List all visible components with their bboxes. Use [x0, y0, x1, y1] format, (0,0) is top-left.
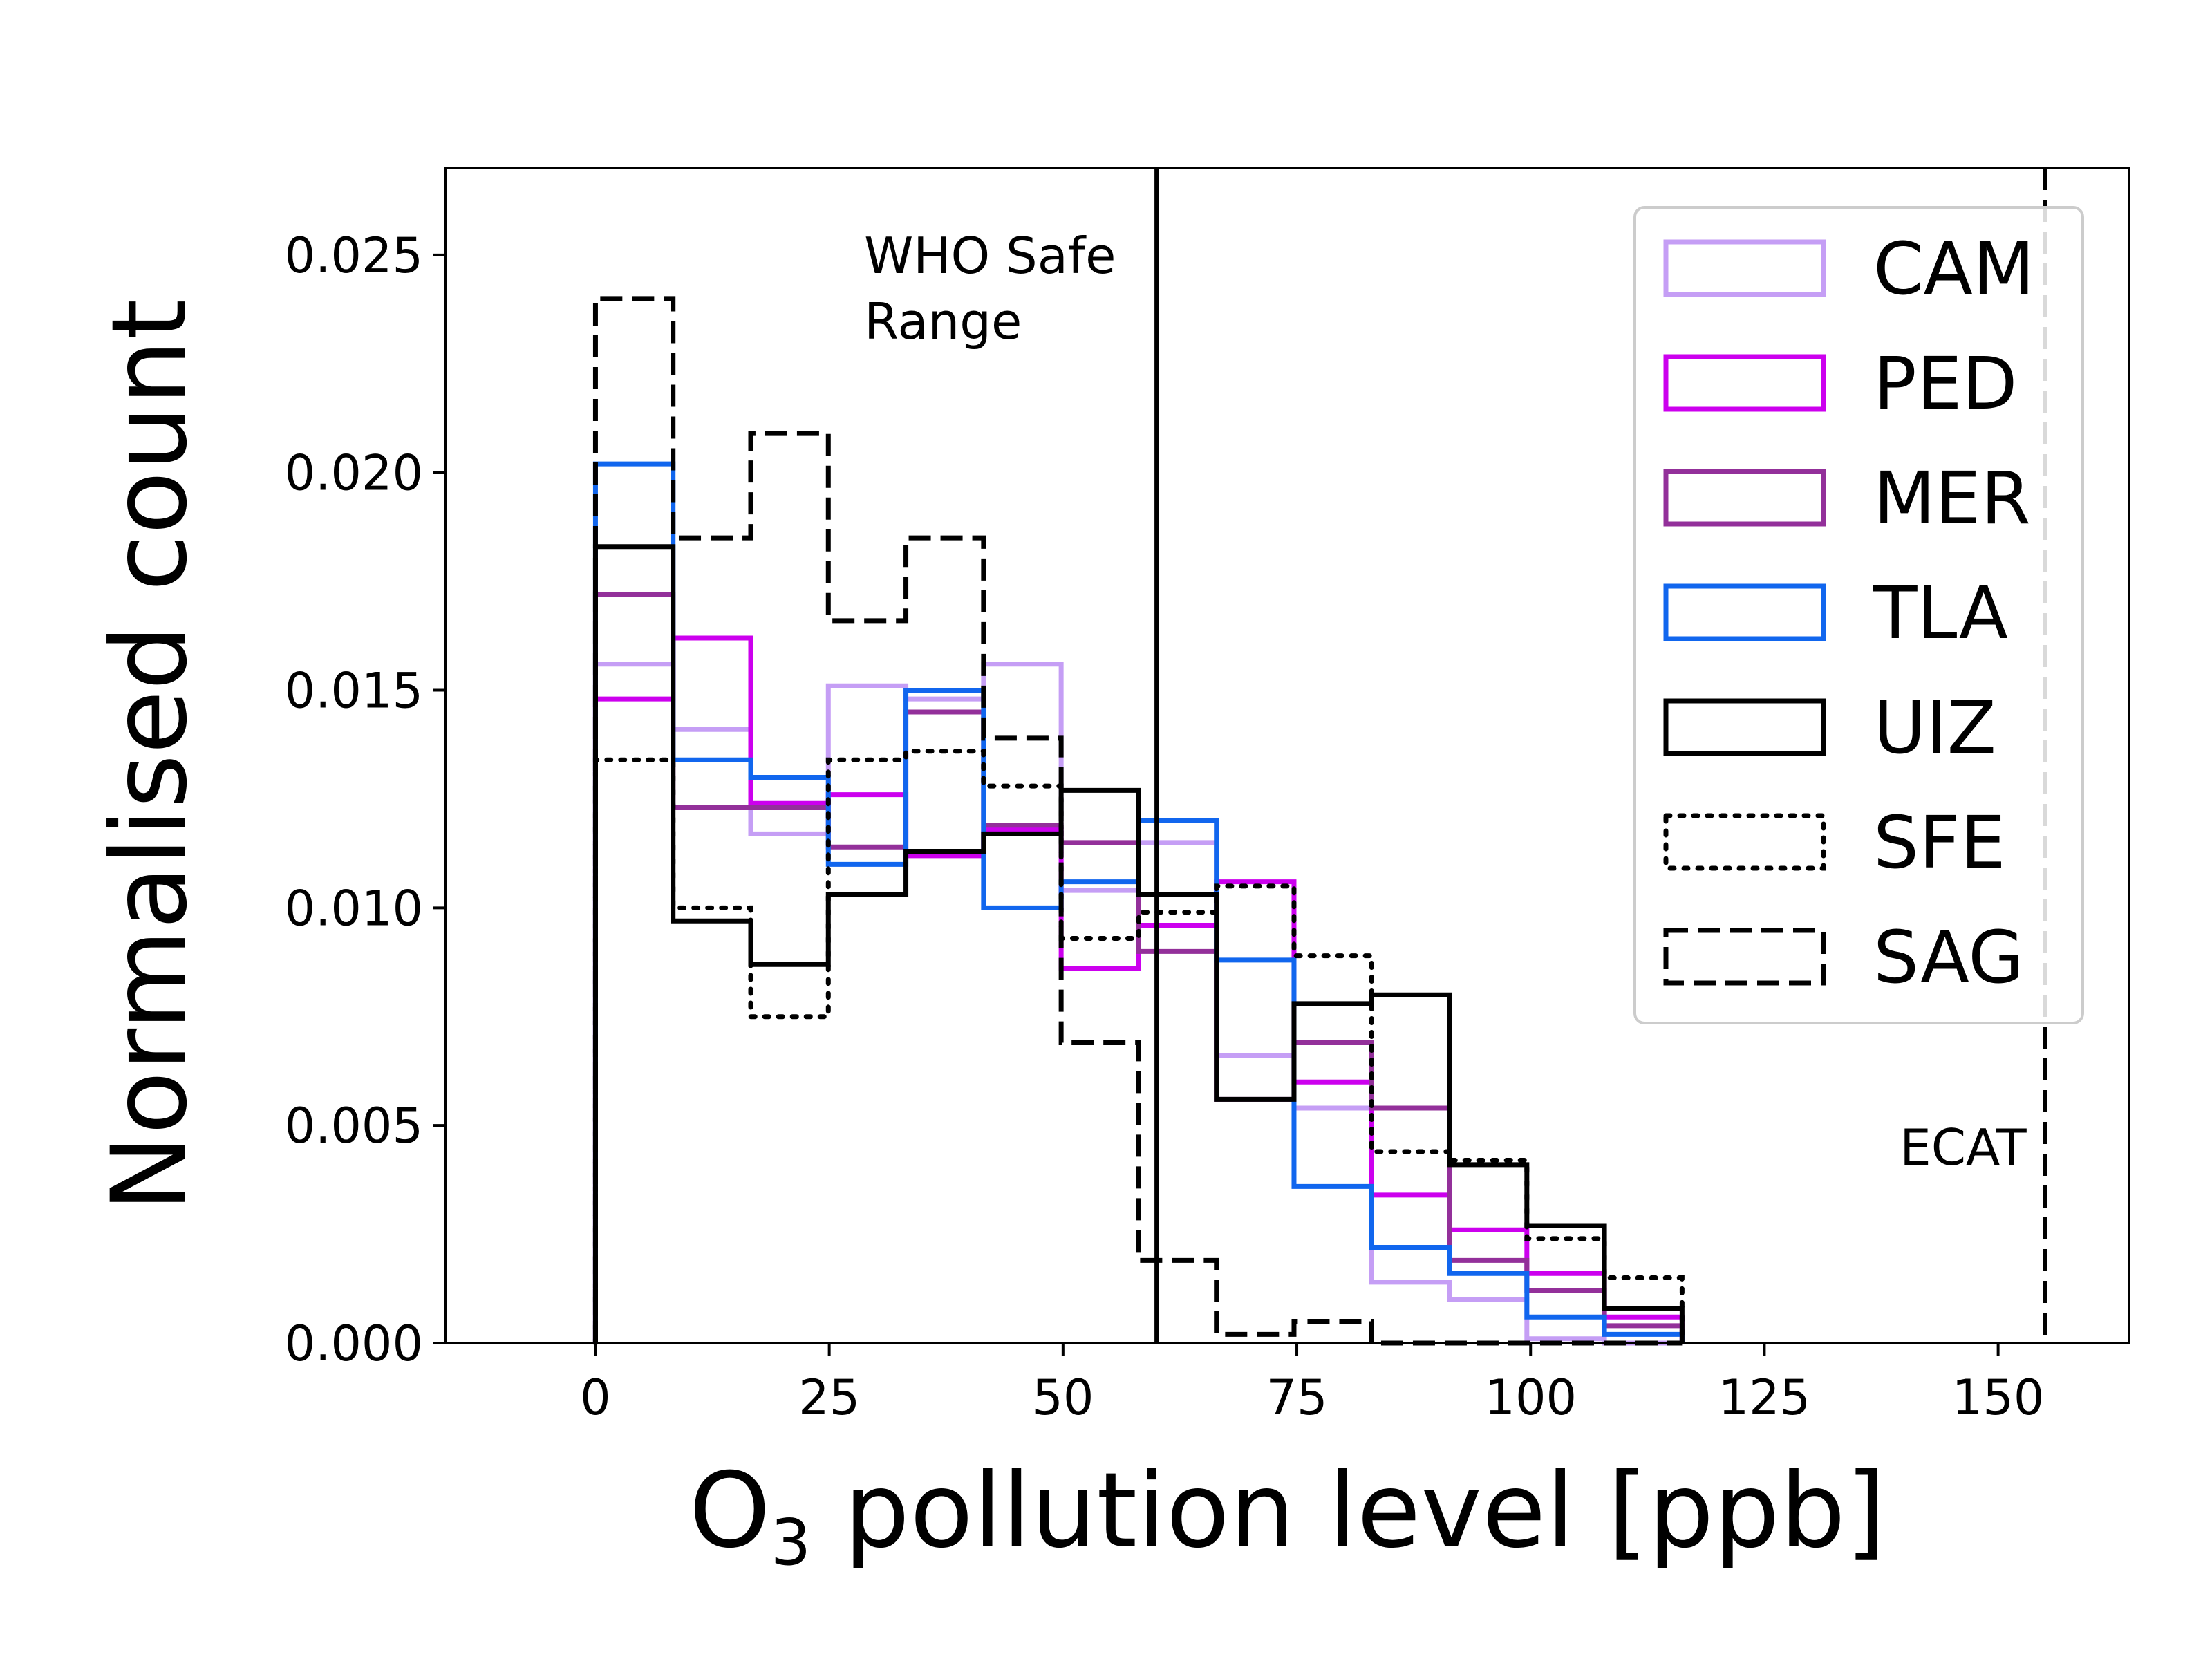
x-axis-label-subscript: 3	[771, 1506, 812, 1580]
legend-swatch-sag	[1663, 928, 1826, 986]
legend-label-uiz: UIZ	[1873, 686, 1996, 770]
legend-label-mer: MER	[1873, 456, 2031, 541]
legend-swatch-cam	[1663, 239, 1826, 297]
legend-label-sfe: SFE	[1873, 800, 2006, 885]
series-layer	[592, 296, 1685, 1346]
y-tick-label: 0.025	[285, 227, 423, 284]
who-safe-range-label: WHO Safe	[864, 227, 1116, 285]
legend-label-cam: CAM	[1873, 227, 2035, 311]
y-tick-label: 0.015	[285, 663, 423, 720]
x-tick-label: 100	[1484, 1369, 1577, 1426]
y-axis-ticks: 0.000 0.005 0.010 0.015 0.020 0.025	[285, 227, 446, 1372]
legend-label-sag: SAG	[1873, 915, 2024, 1000]
y-axis-label: Normalised count	[90, 299, 210, 1212]
x-axis-label: O3 pollution level [ppb]	[689, 1451, 1886, 1580]
y-tick-label: 0.005	[285, 1098, 423, 1154]
legend-label-tla: TLA	[1873, 571, 2008, 655]
legend: CAM PED MER TLA UIZ SFE SAG	[1633, 206, 2084, 1024]
y-tick-label: 0.020	[285, 445, 423, 502]
x-tick-label: 0	[580, 1369, 611, 1426]
legend-swatch-ped	[1663, 354, 1826, 412]
series-uiz	[592, 544, 1685, 1343]
legend-swatch-sfe	[1663, 813, 1826, 871]
legend-label-ped: PED	[1873, 341, 2018, 426]
legend-swatch-uiz	[1663, 698, 1826, 756]
legend-swatch-mer	[1663, 469, 1826, 527]
ecat-label: ECAT	[1900, 1118, 2027, 1177]
y-tick-label: 0.000	[285, 1315, 423, 1372]
legend-swatch-tla	[1663, 583, 1826, 641]
x-axis-ticks: 0 25 50 75 100 125 150	[580, 1343, 2044, 1426]
legend-box	[1633, 206, 2084, 1024]
series-sag	[592, 296, 1683, 1346]
series-sfe	[592, 749, 1685, 1346]
who-safe-range-label-line2: Range	[864, 292, 1022, 350]
x-tick-label: 125	[1718, 1369, 1811, 1426]
series-mer	[592, 592, 1685, 1343]
x-axis-label-main: O	[689, 1451, 771, 1571]
plot-frame	[444, 167, 2130, 1344]
x-tick-label: 75	[1266, 1369, 1327, 1426]
x-tick-label: 25	[798, 1369, 860, 1426]
x-tick-label: 50	[1032, 1369, 1094, 1426]
x-axis-label-rest: pollution level [ppb]	[811, 1451, 1886, 1571]
x-tick-label: 150	[1952, 1369, 2045, 1426]
y-tick-label: 0.010	[285, 880, 423, 937]
